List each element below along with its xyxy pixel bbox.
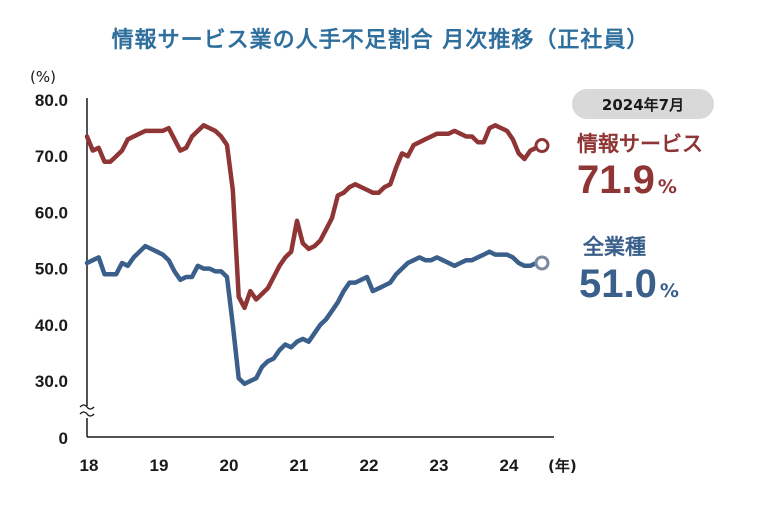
series-line-all-industries — [84, 243, 545, 387]
percent-unit: % — [660, 280, 679, 302]
y-axis-unit: (%) — [30, 68, 56, 86]
x-tick-label: 19 — [150, 456, 169, 475]
y-tick-label: 30.0 — [35, 372, 68, 391]
axis-break-icon — [79, 404, 95, 417]
date-badge — [572, 89, 714, 119]
y-tick-labels: 80.0 70.0 60.0 50.0 40.0 30.0 — [35, 91, 68, 391]
x-tick-label: 23 — [430, 456, 449, 475]
series-line-info-service — [84, 123, 545, 311]
x-tick-label: 22 — [360, 456, 379, 475]
y-tick-label: 40.0 — [35, 316, 68, 335]
x-tick-label: 18 — [80, 456, 99, 475]
y-tick-label: 50.0 — [35, 260, 68, 279]
x-tick-label: 24 — [500, 456, 519, 475]
series-value-number: 71.9 — [577, 158, 655, 202]
x-tick-labels: 18 19 20 21 22 23 24 — [80, 456, 519, 475]
chart-title: 情報サービス業の人手不足割合 月次推移（正社員） — [111, 28, 650, 53]
x-tick-label: 20 — [220, 456, 239, 475]
x-tick-label: 21 — [290, 456, 309, 475]
x-axis-unit: (年) — [548, 457, 577, 475]
percent-unit: % — [658, 176, 677, 198]
y-tick-label: 80.0 — [35, 91, 68, 110]
series-label-all-industries: 全業種 — [582, 235, 646, 259]
series-label-info-service: 情報サービス — [577, 132, 703, 156]
date-badge-label: 2024年7月 — [602, 96, 684, 114]
endpoint-marker-info-service — [534, 138, 550, 154]
y-tick-label: 70.0 — [35, 147, 68, 166]
y-tick-label: 60.0 — [35, 203, 68, 222]
y-zero-label: 0 — [59, 429, 68, 448]
endpoint-marker-all-industries — [534, 255, 550, 271]
series-value-all-industries: 51.0% — [579, 262, 679, 306]
series-value-info-service: 71.9% — [577, 158, 677, 202]
series-value-number: 51.0 — [579, 262, 657, 306]
